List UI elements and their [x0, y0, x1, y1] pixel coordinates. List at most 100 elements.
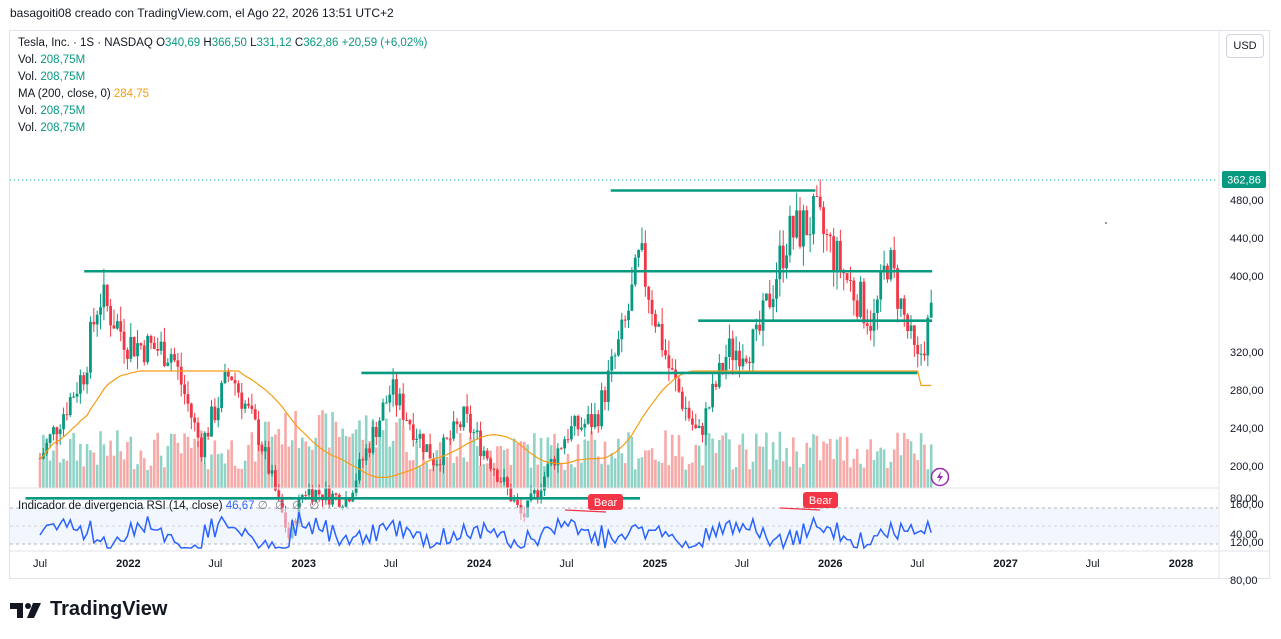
candle-body: [250, 405, 254, 410]
time-tick-label: Jul: [910, 558, 924, 570]
volume-bar: [105, 455, 109, 488]
chart-legend: Tesla, Inc. · 1S · NASDAQ O340,69 H366,5…: [18, 35, 427, 137]
candle-body: [600, 390, 604, 427]
candle-body: [327, 487, 331, 505]
candle-body: [391, 379, 395, 395]
volume-bar: [398, 418, 402, 488]
volume-bar: [892, 449, 896, 488]
volume-bar: [889, 461, 893, 488]
candle-body: [758, 324, 762, 331]
candle-body: [916, 344, 920, 354]
candle-body: [139, 343, 143, 346]
candle-body: [576, 415, 580, 430]
rsi-tick-40: 40,00: [1230, 529, 1258, 541]
volume-bar: [845, 436, 849, 488]
volume-bar: [549, 445, 553, 488]
volume-bar: [139, 450, 143, 488]
candle-body: [45, 442, 49, 454]
volume-bar: [771, 442, 775, 488]
volume-bar: [684, 469, 687, 488]
volume-bar: [304, 441, 307, 488]
candle-body: [257, 419, 260, 446]
volume-bar: [445, 456, 449, 488]
candle-body: [845, 273, 849, 281]
volume-bar: [42, 434, 45, 488]
candle-body: [492, 468, 496, 470]
candle-body: [509, 487, 513, 502]
candle-body: [206, 432, 210, 437]
bear-divergence-2: [779, 507, 821, 511]
volume-bar: [603, 441, 607, 488]
candle-body: [654, 313, 657, 327]
candle-body: [475, 430, 479, 433]
volume-bar: [677, 435, 681, 488]
volume-bar: [354, 429, 358, 488]
candle-body: [267, 447, 271, 474]
candle-body: [203, 432, 207, 458]
candle-body: [553, 458, 556, 466]
volume-bar: [879, 447, 883, 488]
time-tick-label: 2025: [643, 558, 667, 570]
volume-bar: [418, 466, 422, 488]
candle-body: [438, 464, 442, 466]
volume-bar: [82, 466, 86, 488]
volume-bar: [849, 467, 852, 488]
volume-bar: [573, 467, 577, 488]
candle-body: [307, 489, 311, 496]
volume-bar: [142, 458, 146, 488]
volume-bar: [825, 443, 829, 488]
candle-body: [472, 432, 476, 434]
volume-bar: [166, 445, 170, 488]
volume-bar: [62, 458, 65, 488]
volume-bar: [45, 438, 49, 488]
chart-frame: [9, 30, 1270, 579]
candle-body: [243, 403, 247, 409]
candle-body: [68, 397, 72, 416]
volume-bar: [704, 434, 708, 488]
volume-bar: [852, 458, 856, 488]
time-tick-label: Jul: [735, 558, 749, 570]
candle-body: [189, 403, 193, 418]
volume-bar: [751, 461, 755, 488]
volume-bar: [163, 467, 166, 488]
candle-body: [822, 207, 825, 235]
volume-bar: [297, 447, 301, 488]
candle-body: [38, 458, 42, 460]
volume-bar: [102, 444, 106, 488]
volume-bar: [714, 452, 718, 488]
volume-bar: [95, 464, 99, 488]
candle-body: [573, 415, 577, 427]
candle-body: [337, 494, 341, 507]
volume-bar: [378, 431, 381, 488]
cursor-dot: [1105, 222, 1107, 224]
candle-body: [569, 426, 573, 440]
volume-bar: [294, 410, 297, 488]
candle-body: [78, 375, 82, 394]
candle-body: [99, 307, 102, 315]
candle-body: [253, 409, 257, 420]
candle-body: [556, 448, 560, 466]
candle-body: [368, 448, 371, 453]
currency-button[interactable]: USD: [1226, 34, 1264, 58]
candle-body: [596, 414, 600, 427]
volume-bar: [808, 447, 812, 488]
candle-body: [415, 438, 419, 441]
rsi-band: [10, 508, 1218, 544]
volume-bar: [193, 438, 196, 488]
tradingview-logo[interactable]: TradingView: [10, 598, 167, 621]
candle-body: [354, 480, 358, 493]
candle-body: [115, 321, 119, 329]
candle-body: [748, 361, 751, 364]
candle-body: [304, 495, 308, 497]
candle-body: [724, 357, 728, 372]
volume-bar: [623, 463, 627, 488]
volume-bar: [469, 437, 472, 488]
candle-body: [704, 408, 708, 435]
candle-body: [435, 464, 439, 466]
volume-bar: [707, 433, 711, 488]
volume-bar: [277, 428, 281, 488]
candle-body: [768, 293, 772, 308]
candle-body: [754, 324, 758, 330]
candle-body: [146, 335, 150, 363]
